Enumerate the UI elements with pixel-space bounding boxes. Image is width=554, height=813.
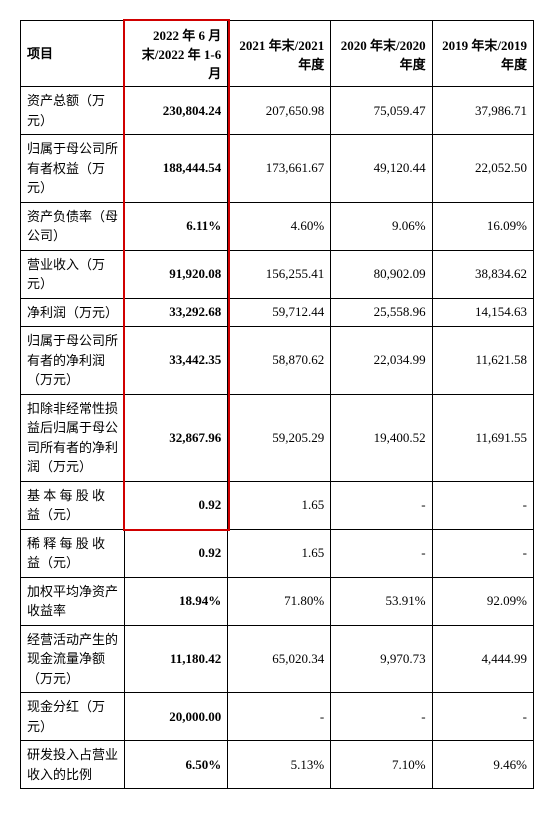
cell: 33,292.68 xyxy=(125,298,228,327)
row-label: 研发投入占营业收入的比例 xyxy=(21,741,125,789)
cell: 92.09% xyxy=(432,577,533,625)
cell: 18.94% xyxy=(125,577,228,625)
row-label: 稀 释 每 股 收 益（元） xyxy=(21,529,125,577)
cell: 11,691.55 xyxy=(432,394,533,481)
header-2020: 2020 年末/2020年度 xyxy=(331,21,432,87)
cell: 80,902.09 xyxy=(331,250,432,298)
cell: 59,712.44 xyxy=(228,298,331,327)
cell: 1.65 xyxy=(228,529,331,577)
cell: 75,059.47 xyxy=(331,87,432,135)
cell: 4.60% xyxy=(228,202,331,250)
table-row: 稀 释 每 股 收 益（元） 0.92 1.65 - - xyxy=(21,529,534,577)
table-body: 资产总额（万元） 230,804.24 207,650.98 75,059.47… xyxy=(21,87,534,789)
cell: 11,180.42 xyxy=(125,625,228,693)
table-row: 基 本 每 股 收 益（元） 0.92 1.65 - - xyxy=(21,481,534,529)
cell: - xyxy=(432,693,533,741)
cell: 173,661.67 xyxy=(228,135,331,203)
cell: - xyxy=(432,481,533,529)
cell: 49,120.44 xyxy=(331,135,432,203)
table-row: 资产总额（万元） 230,804.24 207,650.98 75,059.47… xyxy=(21,87,534,135)
table-row: 现金分红（万元） 20,000.00 - - - xyxy=(21,693,534,741)
cell: 22,052.50 xyxy=(432,135,533,203)
cell: 6.50% xyxy=(125,741,228,789)
table-row: 营业收入（万元） 91,920.08 156,255.41 80,902.09 … xyxy=(21,250,534,298)
cell: 38,834.62 xyxy=(432,250,533,298)
table-row: 资产负债率（母公司） 6.11% 4.60% 9.06% 16.09% xyxy=(21,202,534,250)
table-row: 经营活动产生的现金流量净额（万元） 11,180.42 65,020.34 9,… xyxy=(21,625,534,693)
cell: - xyxy=(228,693,331,741)
cell: - xyxy=(432,529,533,577)
cell: 11,621.58 xyxy=(432,327,533,395)
row-label: 加权平均净资产收益率 xyxy=(21,577,125,625)
cell: 9.46% xyxy=(432,741,533,789)
cell: 5.13% xyxy=(228,741,331,789)
header-2022h1: 2022 年 6 月末/2022 年 1-6 月 xyxy=(125,21,228,87)
row-label: 经营活动产生的现金流量净额（万元） xyxy=(21,625,125,693)
cell: 188,444.54 xyxy=(125,135,228,203)
cell: 7.10% xyxy=(331,741,432,789)
row-label: 归属于母公司所有者的净利润（万元） xyxy=(21,327,125,395)
row-label: 营业收入（万元） xyxy=(21,250,125,298)
cell: 53.91% xyxy=(331,577,432,625)
cell: 156,255.41 xyxy=(228,250,331,298)
cell: 65,020.34 xyxy=(228,625,331,693)
header-2021: 2021 年末/2021年度 xyxy=(228,21,331,87)
table-row: 扣除非经常性损益后归属于母公司所有者的净利润（万元） 32,867.96 59,… xyxy=(21,394,534,481)
cell: 37,986.71 xyxy=(432,87,533,135)
table-row: 归属于母公司所有者的净利润（万元） 33,442.35 58,870.62 22… xyxy=(21,327,534,395)
table-row: 归属于母公司所有者权益（万元） 188,444.54 173,661.67 49… xyxy=(21,135,534,203)
row-label: 资产负债率（母公司） xyxy=(21,202,125,250)
cell: - xyxy=(331,481,432,529)
cell: 0.92 xyxy=(125,529,228,577)
row-label: 净利润（万元） xyxy=(21,298,125,327)
cell: 14,154.63 xyxy=(432,298,533,327)
cell: 71.80% xyxy=(228,577,331,625)
cell: 4,444.99 xyxy=(432,625,533,693)
cell: 230,804.24 xyxy=(125,87,228,135)
header-2019: 2019 年末/2019年度 xyxy=(432,21,533,87)
table-row: 加权平均净资产收益率 18.94% 71.80% 53.91% 92.09% xyxy=(21,577,534,625)
row-label: 基 本 每 股 收 益（元） xyxy=(21,481,125,529)
cell: 9,970.73 xyxy=(331,625,432,693)
header-item: 项目 xyxy=(21,21,125,87)
cell: 9.06% xyxy=(331,202,432,250)
cell: 59,205.29 xyxy=(228,394,331,481)
row-label: 现金分红（万元） xyxy=(21,693,125,741)
cell: 16.09% xyxy=(432,202,533,250)
cell: 207,650.98 xyxy=(228,87,331,135)
cell: 20,000.00 xyxy=(125,693,228,741)
financial-table: 项目 2022 年 6 月末/2022 年 1-6 月 2021 年末/2021… xyxy=(20,20,534,789)
row-label: 归属于母公司所有者权益（万元） xyxy=(21,135,125,203)
table-row: 净利润（万元） 33,292.68 59,712.44 25,558.96 14… xyxy=(21,298,534,327)
cell: - xyxy=(331,693,432,741)
cell: 25,558.96 xyxy=(331,298,432,327)
cell: 32,867.96 xyxy=(125,394,228,481)
cell: 22,034.99 xyxy=(331,327,432,395)
cell: 91,920.08 xyxy=(125,250,228,298)
table-row: 研发投入占营业收入的比例 6.50% 5.13% 7.10% 9.46% xyxy=(21,741,534,789)
cell: 33,442.35 xyxy=(125,327,228,395)
header-row: 项目 2022 年 6 月末/2022 年 1-6 月 2021 年末/2021… xyxy=(21,21,534,87)
cell: 0.92 xyxy=(125,481,228,529)
cell: 1.65 xyxy=(228,481,331,529)
table-container: 项目 2022 年 6 月末/2022 年 1-6 月 2021 年末/2021… xyxy=(20,20,534,789)
cell: 19,400.52 xyxy=(331,394,432,481)
cell: 58,870.62 xyxy=(228,327,331,395)
row-label: 扣除非经常性损益后归属于母公司所有者的净利润（万元） xyxy=(21,394,125,481)
row-label: 资产总额（万元） xyxy=(21,87,125,135)
cell: 6.11% xyxy=(125,202,228,250)
cell: - xyxy=(331,529,432,577)
